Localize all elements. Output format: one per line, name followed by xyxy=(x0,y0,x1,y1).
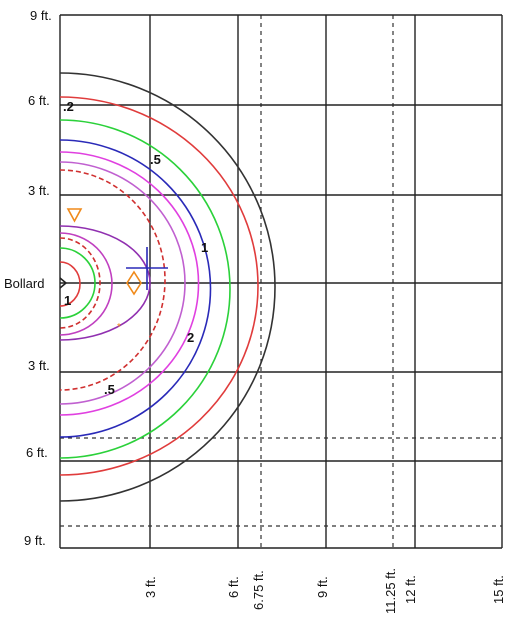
bottom-label: 3 ft. xyxy=(143,576,158,598)
bottom-label: 6.75 ft. xyxy=(251,570,266,610)
bottom-label: 12 ft. xyxy=(403,575,418,604)
bottom-label: 15 ft. xyxy=(491,575,506,604)
contour-labels: .2 .5 1 2 .5 1 xyxy=(63,99,208,397)
bottom-label: 11.25 ft. xyxy=(383,568,398,614)
left-label: 3 ft. xyxy=(28,358,50,373)
contour-label: .2 xyxy=(63,99,74,114)
symbols: * xyxy=(66,208,168,333)
left-label: 9 ft. xyxy=(24,533,46,548)
bottom-label: 6 ft. xyxy=(226,576,241,598)
contour-label: 2 xyxy=(187,330,194,345)
grid xyxy=(59,14,503,549)
left-label: 6 ft. xyxy=(26,445,48,460)
left-label: Bollard xyxy=(4,276,44,291)
contour-label: .5 xyxy=(104,382,115,397)
left-label: 3 ft. xyxy=(28,183,50,198)
left-labels: 9 ft. 6 ft. 3 ft. Bollard 3 ft. 6 ft. 9 … xyxy=(4,8,52,548)
contours xyxy=(59,72,276,502)
left-label: 6 ft. xyxy=(28,93,50,108)
contour-label: 1 xyxy=(201,240,208,255)
contour-label: .5 xyxy=(150,152,161,167)
bottom-labels: 3 ft. 6 ft. 6.75 ft. 9 ft. 11.25 ft. 12 … xyxy=(143,568,506,614)
contour-label: 1 xyxy=(64,293,71,308)
left-label: 9 ft. xyxy=(30,8,52,23)
svg-text:*: * xyxy=(117,322,121,333)
bottom-label: 9 ft. xyxy=(315,576,330,598)
